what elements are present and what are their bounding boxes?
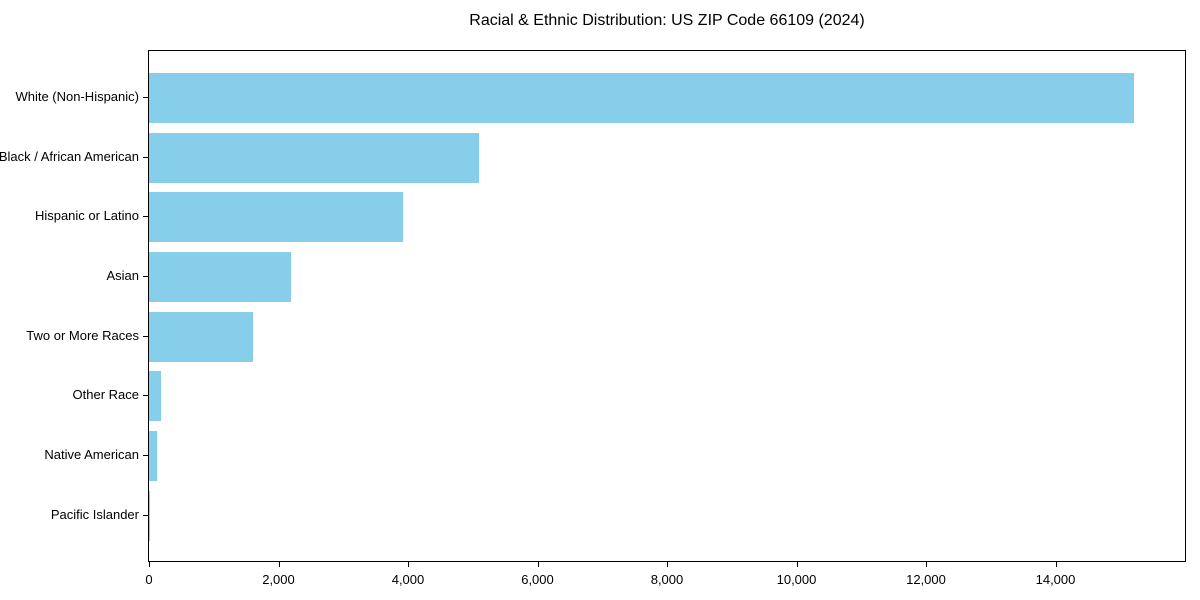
y-tick-mark [143,514,148,516]
x-tick-mark [537,562,539,567]
bar-row [149,366,1185,426]
y-axis-label: Hispanic or Latino [34,208,139,224]
y-axis-label: Black / African American [0,148,139,164]
x-tick-label: 4,000 [391,572,425,587]
y-axis-label: Asian [106,267,139,283]
bar-row [149,68,1185,128]
bar [149,73,1135,123]
x-tick-mark [1055,562,1057,567]
x-tick-label: 0 [145,572,153,587]
plot-area: 0 2,000 4,000 6,000 8,000 10,000 12,000 14,000 [143,50,1186,587]
x-tick-label: 8,000 [650,572,684,587]
x-tick-mark [278,562,280,567]
bar-row [149,247,1185,307]
bar [149,192,404,243]
x-tick-mark [926,562,927,567]
x-tick-mark [796,562,798,567]
bar-row [149,128,1185,188]
bar-row [149,187,1185,247]
y-tick-mark [143,454,148,456]
bar-row [149,486,1185,546]
x-tick-label: 14,000 [1035,572,1076,587]
x-tick-label: 2,000 [262,572,295,587]
x-tick-mark [667,562,668,567]
x-tick-label: 10,000 [776,572,817,587]
y-tick-mark [143,156,148,158]
x-tick-mark [149,562,150,567]
x-tick-label: 12,000 [906,572,946,587]
bar-row [149,307,1185,367]
bar [149,311,253,362]
x-tick-label: 6,000 [521,572,554,587]
y-axis-label: Other Race [72,387,139,403]
chart-title: Racial & Ethnic Distribution: US ZIP Cod… [469,12,865,29]
x-tick-mark [408,562,409,567]
y-axis-label: Native American [44,446,139,462]
bar [149,251,292,302]
bar [149,430,158,481]
y-axis-label: White (Non-Hispanic) [15,89,139,104]
bar [149,490,150,541]
y-axis-label: Two or More Races [26,327,139,343]
y-axis-label: Pacific Islander [50,506,139,522]
y-tick-mark [143,395,148,397]
y-tick-mark [143,216,148,218]
bar-row [149,426,1185,486]
bar [149,132,480,183]
y-axis-labels: White (Non-Hispanic) Black / African Amer… [0,50,139,562]
y-tick-mark [143,335,148,337]
y-tick-mark [143,275,148,277]
bar [149,371,161,422]
y-tick-mark [143,97,148,98]
